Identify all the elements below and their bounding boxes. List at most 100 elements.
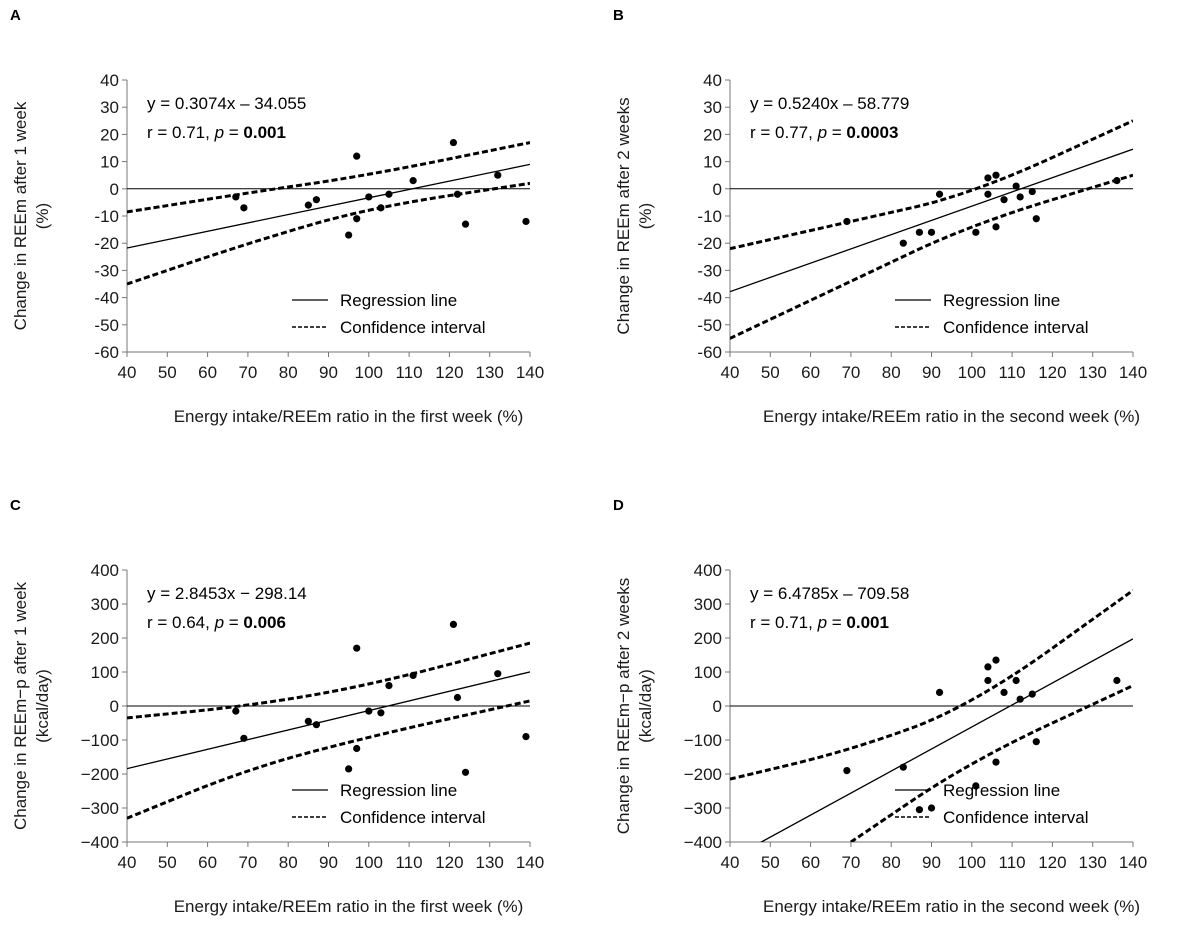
ci-lower-curve (127, 699, 530, 820)
x-tick-label: 140 (1119, 363, 1147, 382)
y-tick-label: -20 (697, 234, 722, 253)
data-point (984, 676, 992, 685)
data-point (972, 782, 980, 790)
panel-letter: D (613, 497, 624, 514)
data-point (972, 228, 980, 236)
correlation-stats: r = 0.64, p = 0.006 (147, 613, 286, 632)
panel-letter: A (10, 7, 21, 24)
y-tick-label: −400 (81, 833, 119, 852)
y-axis-title-line2: (%) (33, 203, 52, 229)
x-tick-label: 120 (435, 853, 463, 872)
y-tick-label: -30 (94, 261, 119, 280)
data-point (992, 758, 1000, 766)
y-axis-title-line2: (kcal/day) (636, 669, 655, 743)
panel-letter: B (613, 7, 624, 24)
data-point (984, 663, 992, 671)
data-point (1016, 193, 1024, 201)
data-point (915, 228, 924, 236)
y-tick-label: -60 (94, 343, 119, 362)
data-point (935, 688, 944, 696)
data-point (461, 220, 470, 228)
y-tick-label: 0 (713, 180, 722, 199)
regression-line (730, 148, 1133, 293)
y-axis-title-line1: Change in REEm after 2 weeks (614, 97, 633, 334)
x-tick-label: 60 (198, 363, 217, 382)
data-point (1012, 676, 1020, 685)
ci-upper-curve (127, 141, 530, 214)
x-tick-label: 110 (396, 853, 423, 872)
x-tick-label: 100 (958, 363, 986, 382)
data-point (899, 239, 907, 247)
data-point (232, 707, 240, 715)
data-point (240, 734, 248, 742)
y-tick-label: 20 (703, 125, 722, 144)
legend-ci-label: Confidence interval (340, 318, 486, 337)
data-point (927, 804, 936, 812)
data-point (984, 174, 992, 182)
x-tick-label: 140 (516, 363, 544, 382)
x-axis-title: Energy intake/REEm ratio in the first we… (174, 407, 524, 426)
x-tick-label: 110 (999, 363, 1026, 382)
data-point (1012, 182, 1020, 190)
data-point (1028, 690, 1036, 698)
regression-line (127, 671, 530, 770)
legend-ci-label: Confidence interval (943, 808, 1089, 827)
x-tick-label: 130 (1079, 853, 1107, 872)
panel-d: D 400 300 200 100 0 −100 −200 −300 −400 40 50 60 70 80… (603, 490, 1197, 935)
data-point (353, 644, 361, 652)
data-point (353, 152, 361, 160)
x-tick-label: 40 (721, 363, 740, 382)
data-point (232, 193, 240, 201)
correlation-stats: r = 0.71, p = 0.001 (750, 613, 889, 632)
y-tick-label: 0 (713, 697, 722, 716)
y-tick-label: 400 (91, 561, 119, 580)
data-point (522, 217, 530, 226)
x-tick-label: 40 (118, 363, 137, 382)
x-tick-label: 60 (801, 853, 820, 872)
panel-b: B 40 30 20 10 0 -10 -20 -30 -40 -50 -60 40 50 60 70 80 90… (603, 0, 1197, 445)
x-tick-label: 90 (922, 853, 941, 872)
data-point (353, 744, 361, 753)
y-tick-label: -30 (697, 261, 722, 280)
x-tick-label: 130 (476, 853, 504, 872)
legend-ci-label: Confidence interval (340, 808, 486, 827)
y-tick-label: 200 (694, 629, 722, 648)
x-tick-label: 120 (1038, 853, 1066, 872)
regression-line (127, 163, 530, 249)
data-point (1000, 196, 1008, 204)
y-tick-label: 100 (91, 663, 119, 682)
data-point (304, 201, 312, 209)
panel-letter: C (10, 497, 21, 514)
data-point (304, 717, 312, 725)
x-tick-label: 70 (238, 363, 257, 382)
y-tick-label: 40 (703, 71, 722, 90)
x-tick-label: 90 (922, 363, 941, 382)
data-point (1032, 738, 1040, 746)
legend-regression-label: Regression line (340, 291, 457, 310)
stat-equals: = (224, 613, 243, 632)
y-tick-label: −400 (684, 833, 722, 852)
y-tick-label: 100 (694, 663, 722, 682)
correlation-stats: r = 0.77, p = 0.0003 (750, 123, 898, 142)
legend-regression-label: Regression line (943, 291, 1060, 310)
ci-upper-curve (730, 119, 1133, 251)
y-tick-label: 200 (91, 629, 119, 648)
y-tick-label: -10 (94, 207, 119, 226)
stat-r: r = 0.77, (750, 123, 818, 142)
stat-p-value: 0.006 (243, 613, 286, 632)
y-tick-label: -20 (94, 234, 119, 253)
y-tick-label: 0 (110, 697, 119, 716)
x-tick-label: 100 (355, 363, 383, 382)
stat-p-symbol: p (817, 613, 827, 632)
stat-equals: = (827, 123, 846, 142)
data-point (449, 138, 458, 147)
data-point (927, 228, 936, 236)
x-tick-label: 120 (435, 363, 463, 382)
data-point (843, 767, 851, 775)
data-point (345, 231, 353, 239)
data-point (449, 620, 458, 628)
ci-lower-curve (730, 173, 1133, 340)
ci-upper-curve (730, 589, 1133, 781)
